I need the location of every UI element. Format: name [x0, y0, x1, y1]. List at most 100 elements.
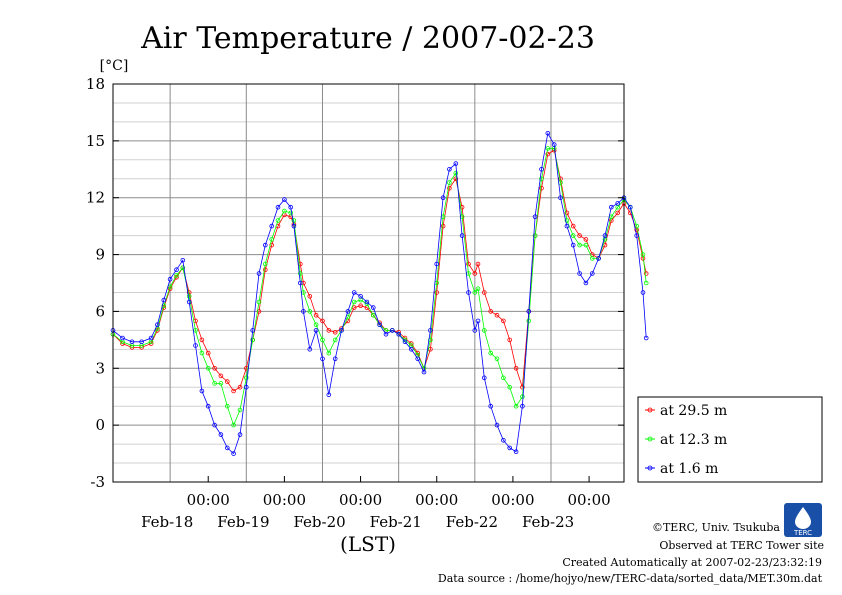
data-point — [453, 161, 459, 166]
data-point — [564, 210, 570, 216]
data-point — [589, 271, 595, 276]
observed-text: Observed at TERC Tower site — [659, 539, 824, 552]
data-point — [205, 403, 211, 409]
data-point — [532, 214, 538, 220]
y-tick-label: 15 — [86, 132, 105, 150]
data-point — [488, 350, 494, 356]
data-point — [520, 394, 525, 400]
terc-logo: TERC — [784, 503, 822, 537]
x-tick-time-label: 00:00 — [263, 491, 306, 509]
data-point — [545, 131, 551, 136]
data-point — [332, 356, 338, 362]
data-point — [180, 265, 186, 271]
data-point — [583, 280, 589, 286]
data-point — [320, 318, 325, 324]
data-point — [440, 223, 446, 229]
data-point — [507, 445, 513, 451]
data-point — [199, 350, 205, 356]
data-point — [256, 299, 262, 305]
legend-swatch-marker — [647, 436, 653, 442]
data-point — [320, 337, 325, 343]
data-point — [358, 293, 363, 299]
data-point — [282, 197, 287, 202]
data-point — [377, 322, 382, 328]
data-point — [237, 384, 243, 390]
series-line — [112, 147, 647, 427]
data-point — [250, 328, 256, 333]
data-point — [602, 233, 608, 238]
data-point — [199, 388, 205, 394]
x-tick-date-label: Feb-22 — [446, 513, 498, 531]
data-point — [501, 437, 506, 443]
data-point — [275, 204, 281, 210]
data-point — [577, 242, 582, 248]
data-point — [481, 328, 487, 333]
data-point — [570, 233, 576, 238]
data-point — [291, 223, 297, 229]
data-point — [370, 305, 376, 310]
x-axis-label: (LST) — [340, 532, 396, 556]
data-point — [551, 142, 557, 147]
data-point — [466, 261, 471, 267]
series-line — [112, 132, 647, 455]
series-layer — [110, 131, 649, 456]
x-tick-date-label: Feb-18 — [141, 513, 193, 531]
data-point — [225, 379, 230, 384]
data-point — [269, 237, 275, 242]
data-point — [577, 271, 582, 276]
data-point — [472, 271, 478, 276]
data-point — [262, 242, 268, 248]
y-axis: -3 0 3 6 9 12 15 18 — [86, 75, 624, 491]
data-point — [313, 312, 319, 318]
data-point — [212, 365, 217, 371]
data-point — [351, 290, 357, 295]
data-point — [453, 176, 459, 182]
data-point — [526, 318, 532, 324]
data-point — [501, 318, 506, 324]
data-point — [313, 322, 319, 328]
data-point — [415, 356, 421, 362]
series-3 — [110, 131, 649, 456]
copyright-text: ©TERC, Univ. Tsukuba — [652, 521, 780, 534]
data-point — [434, 290, 440, 295]
data-point — [643, 271, 649, 276]
data-point — [218, 373, 224, 379]
data-point — [408, 346, 414, 352]
data-point — [475, 286, 481, 292]
data-point — [583, 237, 589, 242]
data-point — [313, 328, 319, 333]
data-point — [218, 432, 224, 437]
data-point — [320, 356, 325, 362]
legend: at 29.5 m at 12.3 m at 1.6 m — [637, 396, 823, 483]
data-point — [545, 151, 551, 157]
data-point — [615, 210, 620, 216]
y-tick-label: 0 — [95, 416, 105, 434]
data-point — [615, 201, 620, 206]
data-point — [237, 407, 243, 413]
data-point — [262, 261, 268, 267]
data-point — [218, 381, 224, 386]
data-point — [643, 335, 649, 341]
data-point — [250, 337, 256, 343]
data-point — [291, 218, 297, 223]
data-point — [402, 339, 408, 345]
x-tick-time-label: 00:00 — [415, 491, 458, 509]
data-point — [269, 223, 275, 229]
data-point — [120, 335, 125, 341]
data-point — [370, 312, 376, 318]
data-point — [244, 375, 249, 381]
data-point — [428, 328, 433, 333]
data-point — [570, 242, 576, 248]
data-point — [275, 218, 281, 223]
x-tick-time-label: 00:00 — [187, 491, 230, 509]
data-point — [212, 422, 217, 428]
created-text: Created Automatically at 2007-02-23/23:3… — [562, 556, 822, 569]
data-point — [186, 293, 192, 299]
data-point — [634, 233, 639, 238]
legend-swatch-marker — [647, 407, 653, 413]
data-point — [545, 146, 551, 151]
data-point — [494, 312, 500, 318]
grid-lines — [113, 83, 624, 483]
data-point — [513, 365, 519, 371]
